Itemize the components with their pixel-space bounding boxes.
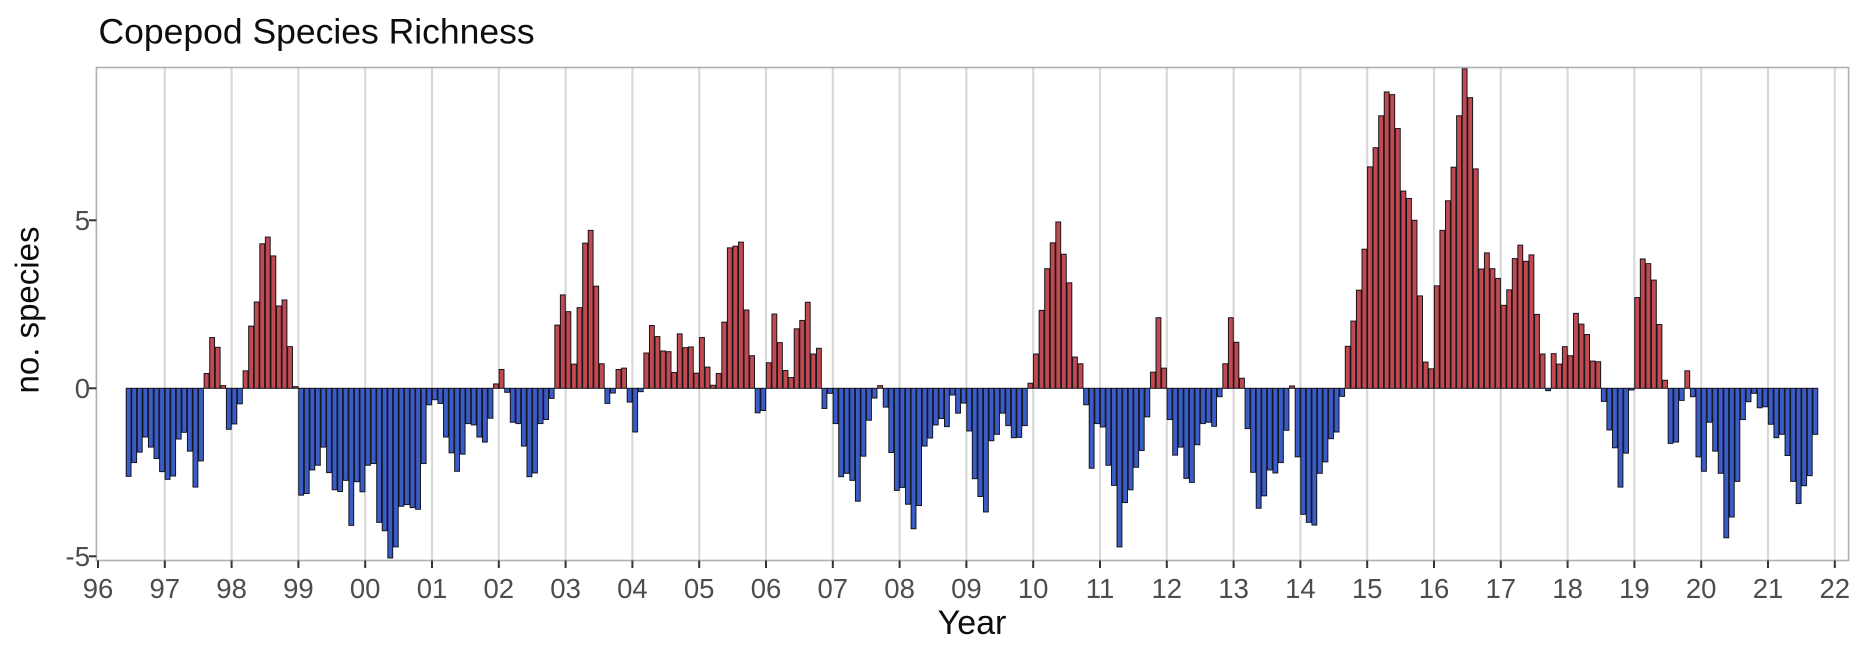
svg-text:16: 16	[1419, 573, 1450, 604]
svg-text:20: 20	[1686, 573, 1717, 604]
svg-text:12: 12	[1152, 573, 1183, 604]
svg-text:98: 98	[216, 573, 247, 604]
svg-text:13: 13	[1218, 573, 1249, 604]
svg-text:-5: -5	[66, 541, 90, 572]
svg-text:Year: Year	[938, 604, 1007, 642]
svg-text:15: 15	[1352, 573, 1383, 604]
svg-text:22: 22	[1820, 573, 1851, 604]
svg-text:05: 05	[684, 573, 715, 604]
svg-text:17: 17	[1486, 573, 1517, 604]
svg-text:07: 07	[818, 573, 849, 604]
svg-text:0: 0	[75, 373, 90, 404]
svg-text:08: 08	[884, 573, 915, 604]
svg-text:5: 5	[75, 205, 90, 236]
svg-text:04: 04	[617, 573, 648, 604]
svg-text:09: 09	[951, 573, 982, 604]
svg-text:18: 18	[1552, 573, 1583, 604]
svg-text:19: 19	[1619, 573, 1650, 604]
svg-text:10: 10	[1018, 573, 1049, 604]
svg-text:01: 01	[417, 573, 448, 604]
svg-text:06: 06	[751, 573, 782, 604]
svg-text:21: 21	[1753, 573, 1784, 604]
svg-text:00: 00	[350, 573, 381, 604]
svg-text:11: 11	[1086, 573, 1115, 604]
svg-text:14: 14	[1285, 573, 1316, 604]
svg-text:no. species: no. species	[9, 227, 46, 394]
svg-text:99: 99	[283, 573, 314, 604]
svg-text:Copepod Species Richness: Copepod Species Richness	[99, 12, 535, 52]
svg-text:03: 03	[550, 573, 581, 604]
svg-text:97: 97	[150, 573, 181, 604]
svg-text:96: 96	[83, 573, 114, 604]
svg-text:02: 02	[484, 573, 515, 604]
